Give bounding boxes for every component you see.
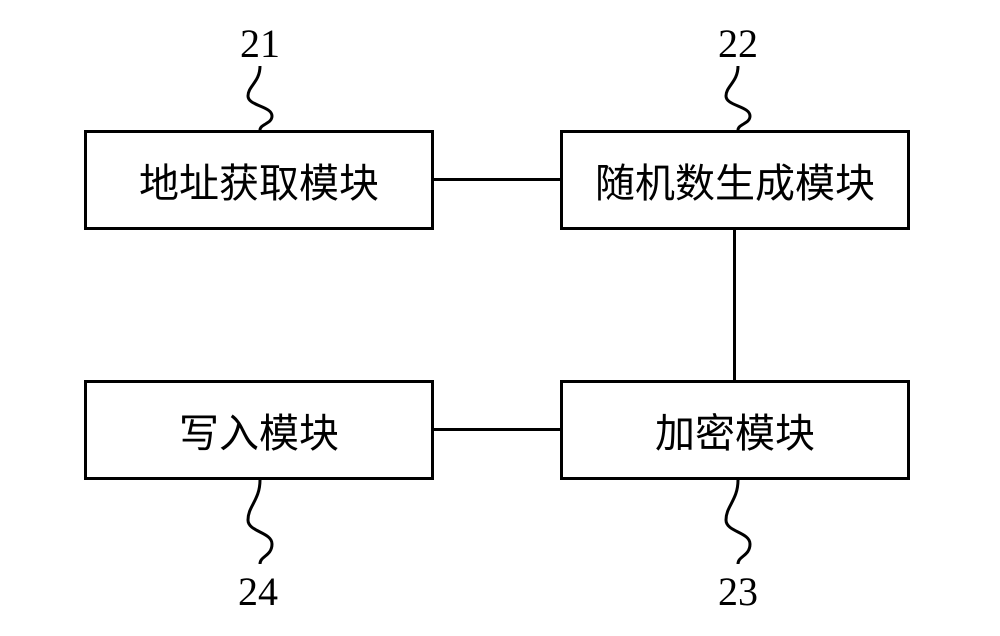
connector-right <box>733 230 736 380</box>
ref-22: 22 <box>718 20 758 67</box>
leader-21 <box>244 66 276 130</box>
box-label: 写入模块 <box>179 401 339 459</box>
leader-22 <box>722 66 754 130</box>
box-write: 写入模块 <box>84 380 434 480</box>
box-label: 加密模块 <box>655 401 815 459</box>
connector-top <box>434 178 560 181</box>
leader-24 <box>244 480 276 564</box>
box-label: 地址获取模块 <box>139 151 379 209</box>
box-label: 随机数生成模块 <box>595 151 875 209</box>
box-encryption: 加密模块 <box>560 380 910 480</box>
box-random-number-generator: 随机数生成模块 <box>560 130 910 230</box>
ref-24: 24 <box>238 568 278 615</box>
box-address-acquisition: 地址获取模块 <box>84 130 434 230</box>
leader-23 <box>722 480 754 564</box>
connector-bottom <box>434 428 560 431</box>
ref-23: 23 <box>718 568 758 615</box>
ref-21: 21 <box>240 20 280 67</box>
